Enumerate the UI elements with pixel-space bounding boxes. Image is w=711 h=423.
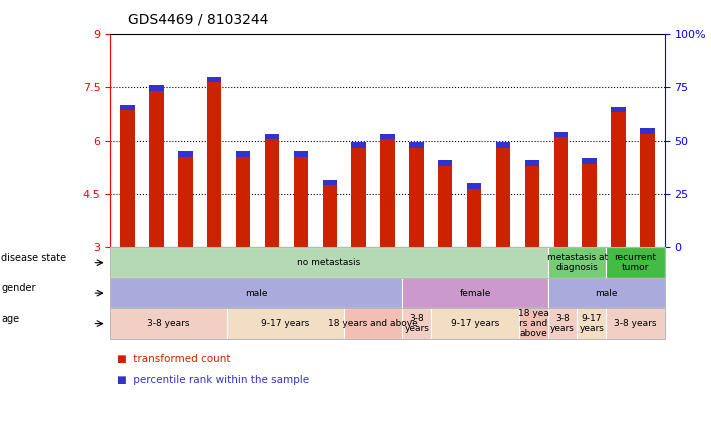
Bar [207, 77, 221, 82]
Bar [236, 157, 250, 247]
Bar [207, 82, 221, 247]
Bar [409, 148, 424, 247]
Bar [582, 159, 597, 164]
Text: gender: gender [1, 283, 36, 293]
Text: 3-8 years: 3-8 years [147, 319, 190, 328]
Bar [640, 128, 655, 134]
Text: 9-17 years: 9-17 years [451, 319, 499, 328]
Bar [351, 148, 366, 247]
Bar [496, 143, 510, 148]
Text: age: age [1, 313, 19, 324]
Bar [120, 110, 135, 247]
Bar [380, 139, 395, 247]
Bar [582, 164, 597, 247]
Bar [611, 112, 626, 247]
Text: male: male [245, 288, 267, 298]
Text: 9-17 years: 9-17 years [261, 319, 309, 328]
Bar [611, 107, 626, 112]
Text: 3-8
years: 3-8 years [405, 314, 429, 333]
Text: recurrent
tumor: recurrent tumor [614, 253, 656, 272]
Bar [496, 148, 510, 247]
Text: 9-17
years: 9-17 years [579, 314, 604, 333]
Bar [178, 157, 193, 247]
Bar [554, 132, 568, 137]
Bar [323, 185, 337, 247]
Text: metastasis at
diagnosis: metastasis at diagnosis [547, 253, 608, 272]
Bar [236, 151, 250, 157]
Bar [351, 143, 366, 148]
Bar [438, 160, 452, 165]
Bar [380, 134, 395, 139]
Text: female: female [459, 288, 491, 298]
Bar [264, 139, 279, 247]
Text: disease state: disease state [1, 253, 67, 263]
Text: 3-8
years: 3-8 years [550, 314, 575, 333]
Bar [149, 91, 164, 247]
Bar [409, 143, 424, 148]
Text: no metastasis: no metastasis [297, 258, 360, 267]
Bar [178, 151, 193, 157]
Bar [467, 189, 481, 247]
Bar [467, 184, 481, 189]
Text: male: male [595, 288, 618, 298]
Bar [149, 85, 164, 91]
Bar [264, 134, 279, 139]
Bar [525, 160, 539, 165]
Bar [120, 105, 135, 110]
Text: GDS4469 / 8103244: GDS4469 / 8103244 [128, 13, 268, 27]
Text: 18 years and above: 18 years and above [328, 319, 418, 328]
Bar [294, 151, 308, 157]
Text: 18 yea
rs and
above: 18 yea rs and above [518, 309, 549, 338]
Bar [554, 137, 568, 247]
Bar [525, 165, 539, 247]
Bar [640, 134, 655, 247]
Text: ■  percentile rank within the sample: ■ percentile rank within the sample [117, 375, 309, 385]
Text: ■  transformed count: ■ transformed count [117, 354, 231, 364]
Bar [438, 165, 452, 247]
Text: 3-8 years: 3-8 years [614, 319, 657, 328]
Bar [323, 180, 337, 185]
Bar [294, 157, 308, 247]
